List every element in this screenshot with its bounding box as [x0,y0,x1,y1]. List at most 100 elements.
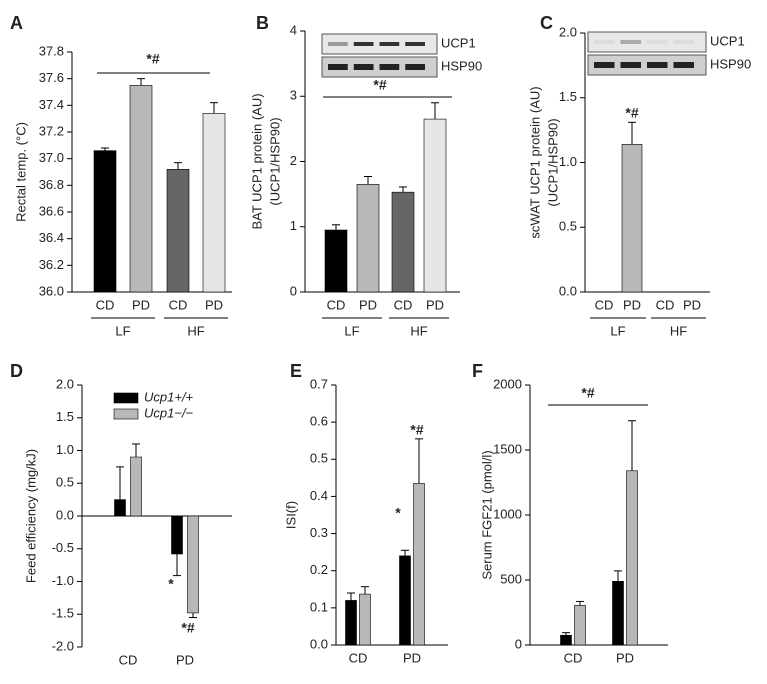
blot-band [620,40,641,44]
error-bar [614,570,622,582]
significance: *# [625,105,638,121]
bar [114,499,126,517]
y-tick-label: -1.5 [52,606,74,621]
y-axis-label: scWAT UCP1 protein (AU) [527,86,542,238]
bar [621,144,643,293]
y-tick-label: 0.7 [310,376,328,391]
x-tick-label: CD [564,650,583,665]
bar [345,600,357,646]
error-bar [189,612,197,619]
legend-swatch [113,392,139,404]
panel-label: F [472,361,483,381]
legend-label: Ucp1+/+ [144,389,194,404]
y-tick-label: 0 [515,636,522,651]
x-tick-label: CD [394,297,413,312]
significance: * [395,505,401,521]
panel-label: B [256,13,269,33]
group-label: HF [187,323,204,338]
panel-label: A [10,13,23,33]
y-tick-label: -0.5 [52,540,74,555]
x-tick-label: PD [403,650,421,665]
y-tick-label: 0.3 [310,525,328,540]
blot-band [353,64,374,70]
error-bar [347,592,355,601]
x-tick-label: PD [683,297,701,312]
bar [574,605,586,646]
y-tick-label: 0.4 [310,488,328,503]
x-tick-label: PD [205,297,223,312]
y-tick-label: 0.6 [310,414,328,429]
y-tick-label: 0.5 [310,451,328,466]
error-bar [332,224,340,231]
x-tick-label: PD [616,650,634,665]
y-tick-label: 1.0 [559,154,577,169]
bar [399,555,411,646]
x-tick-label: CD [119,652,138,667]
y-axis-label: Feed efficiency (mg/kJ) [23,449,38,583]
error-bar [210,102,218,114]
error-bar [361,586,369,595]
bar [413,483,425,646]
bar [356,184,380,293]
blot-band [673,62,694,68]
bar [324,229,348,293]
bar [391,191,415,293]
y-axis-label: Serum FGF21 (pmol/l) [479,450,494,579]
y-tick-label: -1.0 [52,573,74,588]
significance: *# [373,77,386,93]
panel-label: D [10,361,23,381]
blot-band [620,62,641,68]
error-bar [576,600,584,606]
y-tick-label: 0.5 [559,219,577,234]
y-axis-label: Rectal temp. (°C) [13,122,28,222]
blot-band [405,64,425,70]
group-label: HF [410,323,427,338]
y-tick-label: 37.4 [39,97,64,112]
error-bar [628,420,636,471]
panel-label: E [290,361,302,381]
blot-band [379,42,400,46]
bar [560,634,572,646]
blot-band [673,40,694,44]
group-label: LF [610,323,625,338]
y-tick-label: 36.0 [39,283,64,298]
bar [202,113,226,293]
bar [187,515,199,614]
error-bar [562,632,570,636]
x-tick-label: PD [132,297,150,312]
x-tick-label: CD [327,297,346,312]
error-bar [101,147,109,151]
bar [423,118,447,293]
significance: *# [181,620,194,636]
y-tick-label: 37.0 [39,150,64,165]
error-bar [132,443,140,458]
y-tick-label: 37.8 [39,43,64,58]
error-bar [137,78,145,86]
blot-label: HSP90 [710,56,751,71]
blot-band [379,64,400,70]
y-tick-label: -2.0 [52,638,74,653]
bar [359,593,371,646]
error-bar [415,438,423,484]
blot-label: UCP1 [710,33,745,48]
x-tick-label: CD [656,297,675,312]
y-tick-label: 0.5 [56,475,74,490]
error-bar [401,549,409,556]
blot-band [328,64,348,70]
error-bar [431,102,439,120]
blot-band [353,42,374,46]
y-tick-label: 1 [290,218,297,233]
blot-band [647,62,668,68]
blot-band [405,42,425,46]
panel-label: C [540,13,553,33]
x-tick-label: CD [349,650,368,665]
error-bar [174,162,182,170]
y-tick-label: 1000 [493,506,522,521]
error-bar [173,553,181,577]
y-tick-label: 3 [290,88,297,103]
y-tick-label: 1.5 [559,89,577,104]
y-tick-label: 36.4 [39,230,64,245]
blot-band [647,40,668,44]
x-tick-label: CD [169,297,188,312]
